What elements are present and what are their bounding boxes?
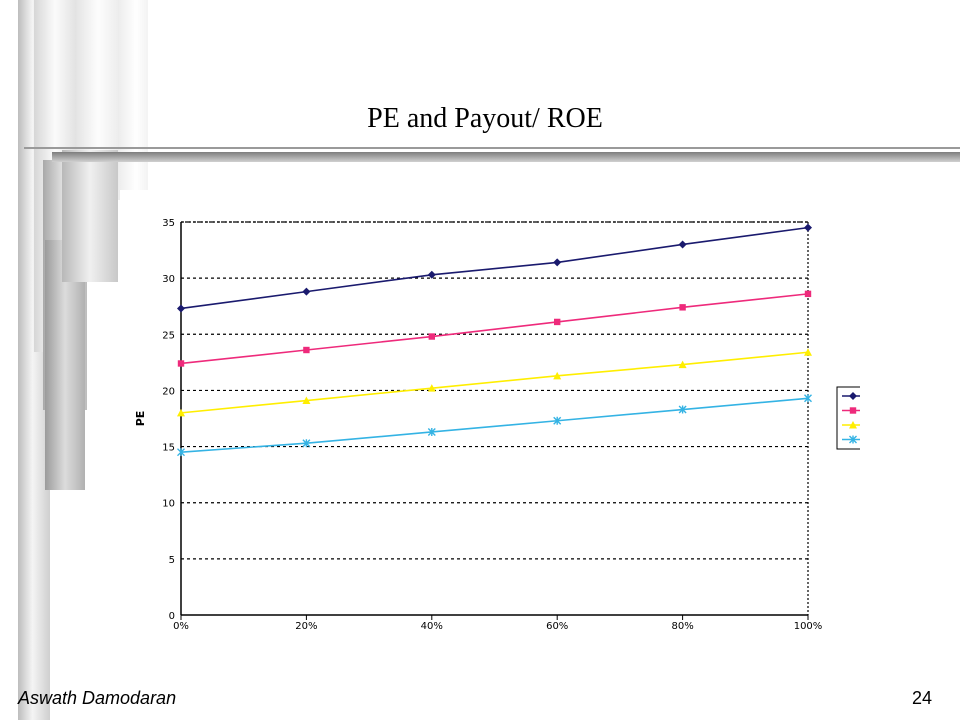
- legend-marker: [849, 392, 857, 400]
- data-point: [427, 270, 436, 279]
- x-tick-label: 80%: [671, 621, 693, 630]
- data-point: [804, 394, 812, 403]
- data-point: [804, 290, 812, 298]
- data-point: [553, 258, 562, 267]
- data-point: [427, 384, 436, 392]
- y-tick-label: 25: [162, 330, 175, 341]
- data-point: [804, 223, 812, 232]
- data-point: [428, 333, 435, 340]
- title-rule-shadow: [52, 152, 960, 162]
- data-point: [678, 360, 687, 369]
- y-tick-label: 5: [169, 555, 175, 566]
- data-point: [177, 448, 185, 457]
- legend-marker: [849, 407, 857, 414]
- data-point: [302, 396, 311, 405]
- decor-bar: [62, 150, 118, 282]
- series-line: [180, 397, 809, 453]
- y-tick-label: 30: [162, 274, 175, 285]
- data-point: [302, 287, 311, 296]
- data-point: [678, 405, 687, 414]
- y-tick-label: 35: [162, 218, 175, 229]
- page-number: 24: [912, 688, 933, 708]
- title-rule: [24, 147, 960, 149]
- y-tick-label: 15: [162, 443, 175, 454]
- series-line: [180, 226, 809, 310]
- data-point: [177, 408, 185, 417]
- y-tick-label: 10: [162, 499, 175, 510]
- pe-payout-chart: 051015202530350%20%40%60%80%100%PEg=25%g…: [134, 218, 924, 632]
- x-tick-label: 40%: [421, 621, 443, 630]
- author-name: Aswath Damodaran: [18, 688, 177, 708]
- legend-marker: [849, 421, 857, 429]
- data-point: [177, 304, 185, 313]
- slide-title: PE and Payout/ ROE: [367, 103, 603, 134]
- data-point: [553, 371, 562, 380]
- data-point: [427, 427, 436, 436]
- data-point: [678, 240, 687, 249]
- data-point: [177, 360, 185, 367]
- x-tick-label: 20%: [295, 621, 317, 630]
- x-tick-label: 0%: [173, 621, 189, 630]
- series-line: [180, 351, 809, 414]
- y-tick-label: 0: [169, 611, 175, 622]
- legend-marker: [849, 435, 857, 444]
- x-tick-label: 100%: [794, 621, 823, 630]
- chart-container: 051015202530350%20%40%60%80%100%PEg=25%g…: [124, 192, 924, 632]
- y-axis-label: PE: [134, 411, 147, 427]
- series-line: [180, 293, 809, 365]
- data-point: [804, 348, 812, 356]
- y-tick-label: 20: [162, 386, 175, 397]
- data-point: [554, 318, 561, 326]
- x-tick-label: 60%: [546, 621, 568, 630]
- data-point: [302, 439, 311, 448]
- data-point: [679, 304, 686, 311]
- data-point: [303, 346, 310, 354]
- data-point: [553, 416, 562, 425]
